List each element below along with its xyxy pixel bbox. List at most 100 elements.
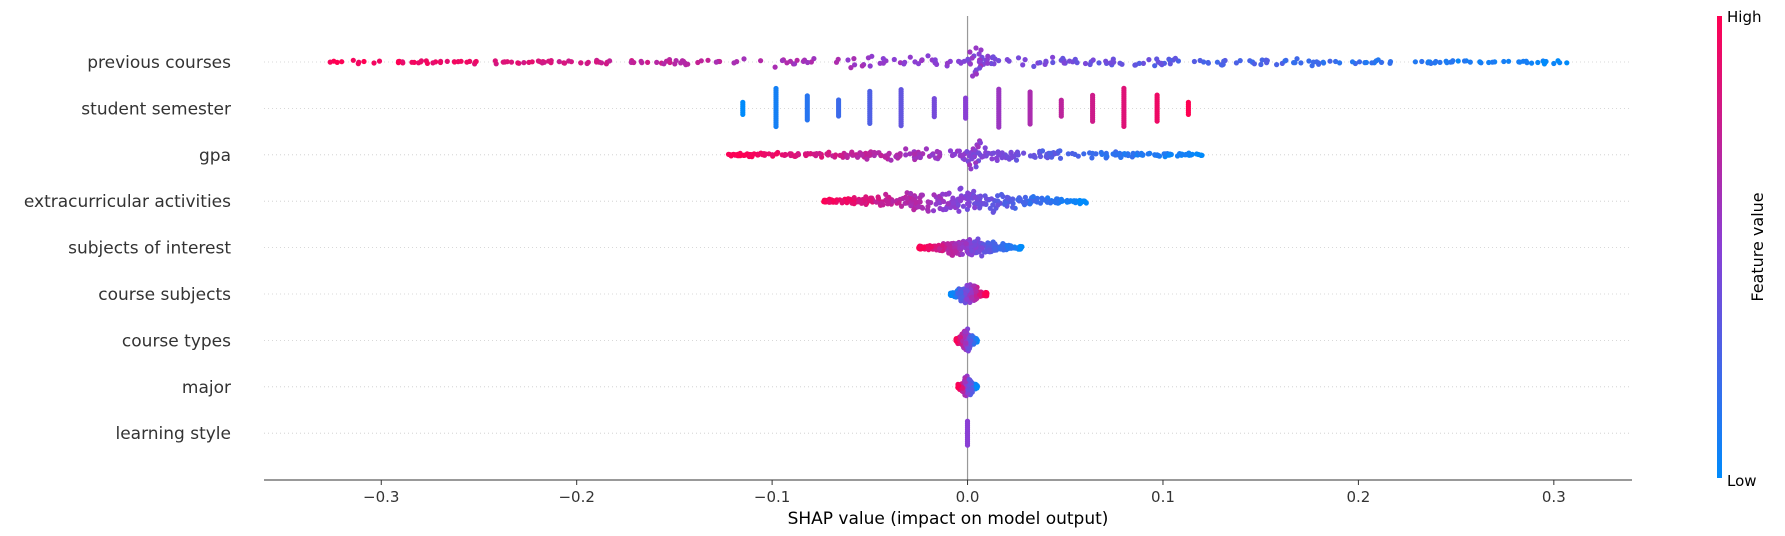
shap-point	[826, 149, 832, 155]
shap-point	[1008, 243, 1014, 249]
shap-point	[833, 152, 839, 158]
shap-point	[1205, 59, 1211, 66]
shap-point	[705, 57, 711, 63]
shap-point	[908, 203, 914, 209]
shap-point	[950, 200, 956, 206]
shap-point	[327, 59, 333, 65]
shap-point	[1054, 198, 1060, 205]
shap-point	[891, 56, 897, 63]
shap-point	[1520, 58, 1526, 64]
shap-point	[585, 59, 591, 65]
shap-point	[945, 241, 951, 247]
shap-point	[990, 54, 996, 60]
shap-point	[880, 60, 887, 66]
shap-point	[1089, 155, 1095, 161]
shap-point	[971, 194, 978, 200]
shap-point	[1146, 57, 1152, 63]
shap-point	[1121, 151, 1128, 157]
shap-point	[1037, 60, 1043, 66]
shap-point	[515, 60, 521, 66]
shap-point	[1333, 58, 1339, 65]
shap-point	[957, 334, 964, 340]
x-axis-label: SHAP value (impact on model output)	[788, 509, 1109, 529]
shap-point	[1198, 152, 1204, 158]
shap-point	[1182, 152, 1188, 158]
shap-point	[1043, 58, 1049, 64]
shap-point	[1161, 151, 1167, 157]
shap-point	[981, 153, 987, 159]
shap-point	[995, 193, 1001, 199]
colorbar-gradient	[1717, 16, 1722, 478]
shap-point	[964, 296, 970, 302]
shap-point	[1176, 152, 1182, 158]
shap-point	[1103, 58, 1109, 64]
shap-point	[930, 208, 937, 214]
shap-point	[1004, 194, 1010, 200]
shap-point	[826, 199, 832, 205]
shap-point	[1419, 58, 1425, 65]
shap-point	[970, 73, 976, 79]
shap-point	[1089, 150, 1096, 156]
shap-point	[944, 60, 951, 66]
shap-point	[1009, 154, 1015, 161]
shap-point	[1433, 58, 1439, 65]
shap-point	[1082, 199, 1088, 205]
shap-point	[1363, 59, 1369, 66]
shap-point	[919, 57, 925, 64]
shap-point	[976, 201, 982, 208]
shap-point	[1274, 62, 1280, 68]
shap-point	[1486, 59, 1492, 66]
shap-point	[925, 203, 931, 210]
shap-point	[939, 242, 945, 248]
shap-point	[1037, 153, 1044, 160]
shap-point	[991, 150, 997, 156]
shap-point	[1001, 201, 1008, 207]
shap-point	[1189, 151, 1195, 157]
shap-point	[972, 242, 978, 248]
shap-point	[1082, 60, 1089, 67]
shap-point	[1501, 58, 1507, 65]
shap-point	[1155, 153, 1161, 159]
shap-point	[1087, 61, 1093, 68]
shap-point	[1020, 199, 1026, 205]
shap-point	[865, 55, 872, 61]
shap-point	[1058, 113, 1064, 119]
shap-point	[1030, 153, 1036, 159]
shap-point	[795, 152, 802, 158]
shap-point	[943, 206, 949, 212]
shap-point	[859, 63, 865, 69]
shap-point	[855, 154, 861, 160]
shap-point	[803, 152, 809, 158]
feature-labels: previous courses student semester gpa extra…	[24, 53, 231, 444]
shap-point	[968, 387, 974, 393]
shap-point	[1233, 60, 1239, 66]
shap-point	[956, 383, 962, 389]
shap-point	[444, 58, 450, 64]
shap-point	[848, 65, 854, 71]
shap-point	[1140, 60, 1146, 66]
shap-point	[911, 151, 918, 157]
shap-point	[1081, 151, 1087, 157]
shap-point	[1555, 58, 1561, 64]
shap-point	[849, 149, 855, 155]
shap-point	[969, 252, 975, 258]
colorbar-high-label: High	[1727, 8, 1761, 26]
shap-point	[949, 152, 956, 159]
shap-point	[932, 57, 938, 63]
shap-point	[1065, 151, 1071, 157]
shap-point	[638, 58, 644, 64]
shap-point	[946, 250, 952, 256]
shap-point	[452, 59, 458, 65]
shap-point	[988, 60, 994, 67]
shap-point	[1090, 118, 1096, 124]
shap-point	[1121, 123, 1127, 129]
shap-point	[1031, 198, 1037, 204]
shap-point	[966, 345, 973, 351]
shap-point	[458, 58, 464, 64]
shap-point	[972, 205, 978, 211]
shap-point	[631, 59, 637, 66]
shap-point	[355, 61, 361, 67]
shap-point	[1000, 193, 1006, 200]
shap-point	[1090, 57, 1096, 63]
shap-point	[437, 59, 444, 66]
